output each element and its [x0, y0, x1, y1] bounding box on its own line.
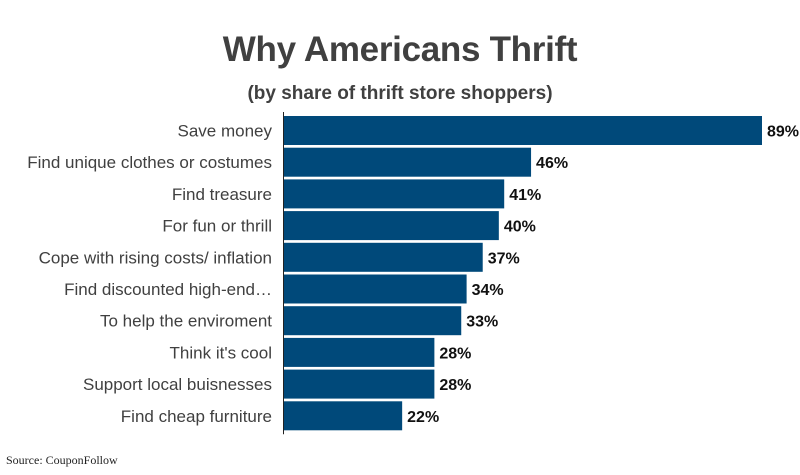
bar [284, 274, 467, 304]
bar [284, 306, 462, 336]
value-label: 46% [536, 155, 568, 172]
value-label: 28% [439, 345, 471, 362]
category-label: Think it's cool [170, 343, 272, 362]
bars-group [284, 116, 762, 431]
value-label: 37% [488, 250, 520, 267]
value-label: 28% [439, 377, 471, 394]
value-labels-group: 89%46%41%40%37%34%33%28%28%22% [407, 124, 799, 426]
bar [284, 211, 499, 241]
chart-title: Why Americans Thrift [222, 30, 578, 69]
category-label: Find treasure [172, 185, 272, 204]
category-label: For fun or thrill [162, 217, 272, 236]
bar [284, 242, 483, 272]
category-label: Support local buisnesses [83, 375, 272, 394]
category-label: To help the enviroment [100, 312, 272, 331]
category-label: Find discounted high-end… [64, 280, 272, 299]
value-label: 41% [509, 187, 541, 204]
category-label: Save money [178, 122, 273, 141]
category-label: Find unique clothes or costumes [27, 153, 272, 172]
value-label: 89% [767, 124, 799, 141]
bar [284, 337, 435, 367]
value-label: 40% [504, 219, 536, 236]
chart-subtitle: (by share of thrift store shoppers) [247, 83, 553, 104]
category-label: Cope with rising costs/ inflation [39, 248, 272, 267]
value-label: 33% [466, 314, 498, 331]
bar [284, 147, 532, 177]
value-label: 34% [472, 282, 504, 299]
value-label: 22% [407, 409, 439, 426]
category-labels-group: Save money Find unique clothes or costume… [27, 122, 272, 426]
bar [284, 401, 403, 431]
source-note: Source: CouponFollow [6, 453, 118, 467]
bar [284, 179, 505, 209]
category-label: Find cheap furniture [121, 407, 272, 426]
bar [284, 116, 762, 145]
bar [284, 369, 435, 399]
